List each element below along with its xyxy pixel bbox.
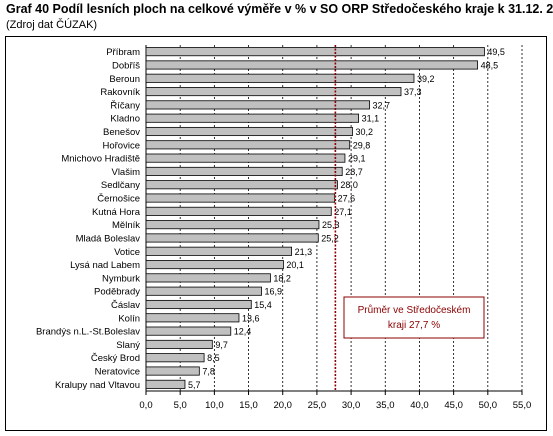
value-label: 7,8 [202,367,215,377]
annotation-line-1: Průměr ve Středočeském [358,304,471,316]
bar [145,87,402,97]
bar [145,326,232,336]
bar [145,366,200,376]
x-tick-label: 25,0 [308,400,327,411]
bar [145,286,262,296]
value-label: 8,5 [207,353,220,363]
value-label: 27,6 [338,194,356,204]
category-label: Kralupy nad Vltavou [55,380,140,391]
chart-subtitle: (Zdroj dat ČÚZAK) [6,19,98,31]
category-label: Kutná Hora [92,207,141,218]
value-label: 25,3 [322,220,340,230]
x-tick-label: 0,0 [139,400,152,411]
value-label: 15,4 [254,300,272,310]
category-label: Brandýs n.L.-St.Boleslav [36,327,140,338]
bar [145,313,240,323]
value-label: 21,3 [295,247,313,257]
value-label: 29,8 [353,140,371,150]
value-label: 20,1 [286,260,304,270]
bar [145,100,370,110]
bar [145,299,252,310]
value-label: 37,3 [404,87,422,97]
category-label: Beroun [109,74,140,85]
annotation-box [343,296,485,339]
x-tick-label: 20,0 [273,400,292,411]
category-label: Hořovice [103,140,141,151]
value-label: 13,6 [242,313,260,323]
category-label: Sedlčany [101,180,140,191]
x-tick-label: 55,0 [513,400,532,411]
bar [145,246,293,256]
bar [145,60,478,70]
category-label: Dobříš [112,60,140,71]
value-label: 30,2 [355,127,373,137]
chart-frame [5,36,547,431]
x-tick-label: 15,0 [239,400,258,411]
x-tick-label: 5,0 [174,400,187,411]
value-label: 49,5 [487,47,505,57]
category-label: Kolín [118,313,140,324]
category-label: Mělník [112,220,140,231]
bar [145,153,346,163]
chart-title: Graf 40 Podíl lesních ploch na celkové v… [6,2,553,16]
category-label: Benešov [103,127,140,138]
value-label: 39,2 [417,74,435,84]
x-tick-label: 30,0 [342,400,361,411]
value-label: 31,1 [362,114,380,124]
bar [145,193,336,203]
annotation-line-2: kraji 27,7 % [388,320,440,331]
category-label: Černošice [97,194,140,205]
category-label: Čáslav [111,300,140,311]
x-tick-label: 35,0 [376,400,395,411]
category-label: Neratovice [95,367,140,378]
category-label: Český Brod [91,353,140,364]
category-label: Vlašim [111,167,140,178]
value-label: 29,1 [348,154,366,164]
category-label: Slaný [116,340,140,351]
value-label: 9,7 [215,340,228,350]
bar [145,166,343,176]
category-label: Říčany [110,100,140,111]
x-tick-label: 40,0 [410,400,429,411]
bar [145,379,186,389]
category-label: Mladá Boleslav [76,233,141,244]
x-tick-label: 10,0 [205,400,224,411]
category-label: Lysá nad Labem [70,260,140,271]
value-label: 12,4 [234,327,252,337]
bar [145,206,332,216]
bar [145,353,205,363]
value-label: 28,7 [345,167,363,177]
bar [145,140,351,150]
category-label: Rakovník [100,87,140,98]
bar [145,220,320,230]
category-label: Nymburk [102,273,140,284]
bar [145,260,284,270]
x-tick-label: 45,0 [444,400,463,411]
bar [145,73,415,83]
value-label: 48,5 [481,60,499,70]
value-label: 27,1 [334,207,352,217]
value-label: 5,7 [188,380,201,390]
bar [145,339,213,349]
bar [145,233,319,243]
value-label: 16,9 [265,287,283,297]
bar [145,180,338,190]
bar [145,113,360,123]
value-label: 32,7 [373,100,391,110]
bar [145,126,353,137]
bar [145,47,485,57]
category-label: Poděbrady [94,287,140,298]
bar [145,273,271,283]
value-label: 18,2 [273,273,291,283]
category-label: Votice [114,247,140,258]
category-label: Příbram [106,47,140,58]
x-tick-label: 50,0 [479,400,498,411]
category-label: Kladno [110,114,140,125]
value-label: 25,2 [321,233,339,243]
category-label: Mnichovo Hradiště [61,154,140,165]
value-label: 28,0 [340,180,358,190]
